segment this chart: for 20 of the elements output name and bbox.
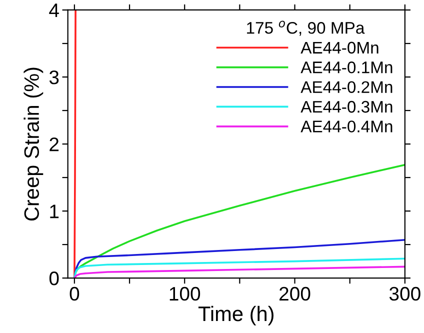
x-axis-title: Time (h) [198,306,274,326]
y-tick-label: 3 [49,70,59,84]
y-tick-label: 1 [50,204,59,218]
x-tick-label: 0 [70,286,80,301]
legend-label: AE44-0.1Mn [300,62,392,74]
y-tick-label: 0 [49,272,59,286]
legend-label: AE44-0.3Mn [300,100,392,113]
y-tick-label: 4 [49,4,59,18]
x-tick-label: 200 [280,286,310,301]
y-axis-title: Creep Strain (%) [24,68,44,221]
x-tick-label: 300 [389,286,420,301]
x-tick-label: 100 [170,286,200,301]
y-tick-label: 2 [50,137,59,152]
legend-title: 175 $^{o}$C, 90 MPa [247,20,365,36]
line-series [74,258,405,278]
legend-label: AE44-0Mn [300,42,378,54]
line-series [74,238,405,278]
legend-label: AE44-0.4Mn [300,120,392,132]
legend-label: AE44-0.2Mn [300,81,392,94]
line-series [74,266,405,278]
